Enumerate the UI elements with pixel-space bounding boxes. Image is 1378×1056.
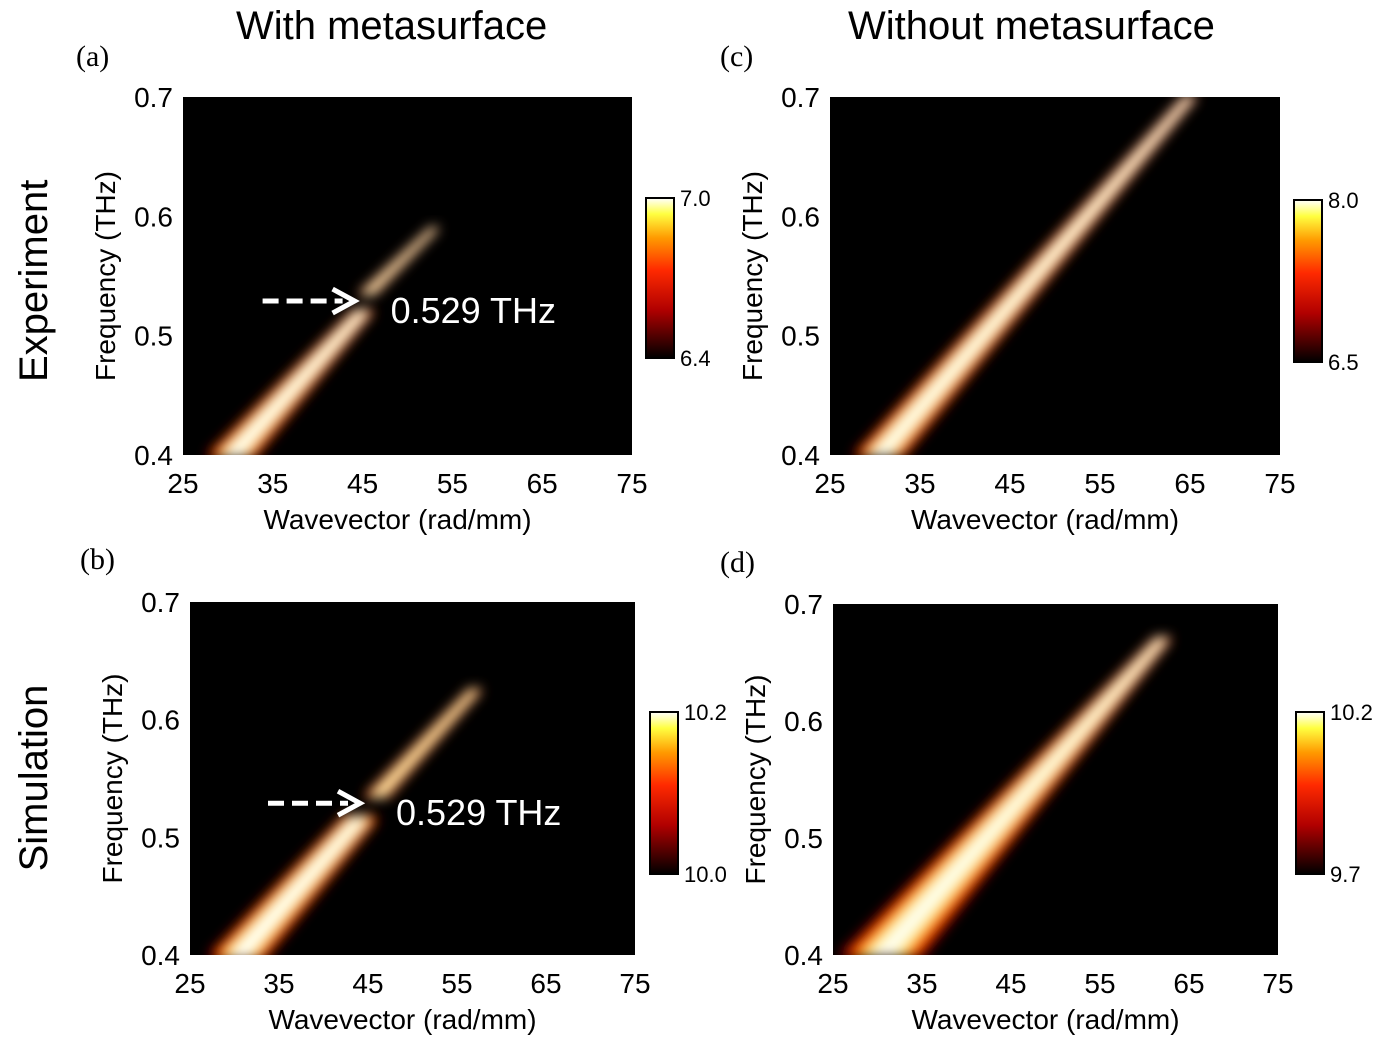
y-axis-label: Frequency (THz) [740, 674, 771, 884]
band-2 [357, 226, 440, 296]
colorbar [1293, 199, 1323, 363]
band-1 [852, 97, 1198, 455]
band-1 [206, 308, 374, 455]
colorbar-max-label: 10.2 [1330, 700, 1373, 725]
colorbar [645, 197, 675, 359]
x-tick-label: 45 [994, 468, 1025, 499]
y-axis-label: Frequency (THz) [737, 171, 768, 381]
y-tick-label: 0.4 [784, 940, 823, 971]
band-1 [209, 814, 378, 955]
x-tick-label: 55 [441, 968, 472, 999]
x-tick-label: 35 [263, 968, 294, 999]
y-tick-label: 0.6 [141, 705, 180, 736]
x-axis-label: Wavevector (rad/mm) [263, 504, 531, 535]
y-tick-label: 0.4 [141, 940, 180, 971]
y-tick-label: 0.5 [784, 823, 823, 854]
annotation-text: 0.529 THz [396, 792, 561, 833]
plot-area [190, 602, 635, 955]
annotation-arrow [262, 286, 360, 316]
x-tick-label: 35 [904, 468, 935, 499]
annotation-text: 0.529 THz [391, 290, 556, 331]
colorbar-max-label: 10.2 [684, 700, 727, 725]
colorbar [649, 711, 679, 875]
x-tick-label: 65 [1174, 468, 1205, 499]
y-tick-label: 0.5 [141, 822, 180, 853]
y-tick-label: 0.6 [134, 201, 173, 232]
y-tick-label: 0.5 [134, 321, 173, 352]
colorbar [1295, 711, 1325, 875]
x-axis-label: Wavevector (rad/mm) [911, 504, 1179, 535]
x-axis-label: Wavevector (rad/mm) [911, 1004, 1179, 1035]
panel-label-d: (d) [720, 546, 755, 579]
y-tick-label: 0.4 [781, 440, 820, 471]
panel-label-a: (a) [76, 40, 110, 73]
x-tick-label: 65 [1173, 968, 1204, 999]
colorbar-min-label: 10.0 [684, 862, 727, 887]
y-tick-label: 0.7 [141, 587, 180, 618]
y-tick-label: 0.7 [781, 82, 820, 113]
x-tick-label: 25 [174, 968, 205, 999]
x-tick-label: 55 [1084, 968, 1115, 999]
colorbar-min-label: 9.7 [1330, 862, 1361, 887]
plot-area [833, 604, 1278, 955]
x-tick-label: 65 [530, 968, 561, 999]
x-tick-label: 25 [817, 968, 848, 999]
x-tick-label: 35 [257, 468, 288, 499]
x-tick-label: 45 [352, 968, 383, 999]
panel-label-b: (b) [80, 543, 115, 576]
row-title-simulation: Simulation [12, 684, 56, 872]
colorbar-min-label: 6.4 [680, 346, 711, 371]
column-title-without-metasurface: Without metasurface [848, 4, 1215, 48]
x-tick-label: 35 [906, 968, 937, 999]
x-axis-label: Wavevector (rad/mm) [268, 1004, 536, 1035]
x-tick-label: 75 [1262, 968, 1293, 999]
column-title-with-metasurface: With metasurface [236, 4, 548, 48]
x-tick-label: 55 [1084, 468, 1115, 499]
y-tick-label: 0.6 [784, 706, 823, 737]
x-tick-label: 75 [619, 968, 650, 999]
x-tick-label: 25 [167, 468, 198, 499]
x-tick-label: 55 [437, 468, 468, 499]
colorbar-max-label: 8.0 [1328, 188, 1359, 213]
y-tick-label: 0.5 [781, 321, 820, 352]
annotation-arrow [268, 789, 366, 818]
plot-area [830, 97, 1280, 455]
band-1 [839, 636, 1172, 955]
x-tick-label: 45 [347, 468, 378, 499]
x-tick-label: 45 [995, 968, 1026, 999]
y-axis-label: Frequency (THz) [90, 171, 121, 381]
colorbar-max-label: 7.0 [680, 186, 711, 211]
x-tick-label: 75 [616, 468, 647, 499]
x-tick-label: 75 [1264, 468, 1295, 499]
row-title-experiment: Experiment [12, 179, 56, 382]
x-tick-label: 25 [814, 468, 845, 499]
y-axis-label: Frequency (THz) [97, 673, 128, 883]
x-tick-label: 65 [527, 468, 558, 499]
band-2 [363, 688, 483, 799]
plot-area [183, 97, 632, 455]
y-tick-label: 0.4 [134, 440, 173, 471]
y-tick-label: 0.7 [134, 82, 173, 113]
panel-label-c: (c) [720, 40, 754, 73]
y-tick-label: 0.6 [781, 201, 820, 232]
y-tick-label: 0.7 [784, 589, 823, 620]
colorbar-min-label: 6.5 [1328, 350, 1359, 375]
